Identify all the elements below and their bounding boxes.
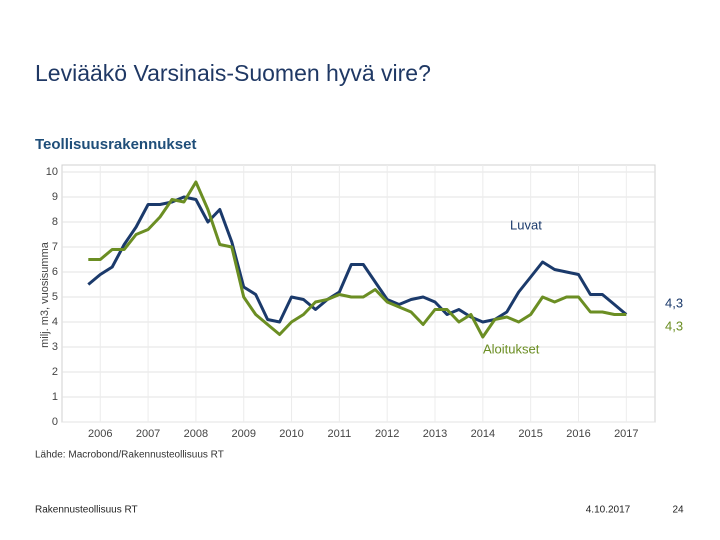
x-tick-label: 2014 (471, 428, 495, 440)
y-tick-label: 2 (52, 366, 58, 378)
end-label: 4,3 (665, 295, 683, 310)
x-tick-label: 2010 (279, 428, 303, 440)
page-number: 24 (672, 505, 684, 516)
y-tick-label: 10 (46, 166, 58, 178)
x-tick-label: 2008 (184, 428, 208, 440)
y-tick-label: 5 (52, 291, 58, 303)
source: Lähde: Macrobond/Rakennusteollisuus RT (35, 450, 224, 461)
x-tick-label: 2012 (375, 428, 399, 440)
footer-left: Rakennusteollisuus RT (35, 505, 138, 516)
series-line (88, 180, 627, 339)
x-tick-label: 2009 (231, 428, 255, 440)
y-tick-label: 0 (52, 416, 58, 428)
y-tick-label: 9 (52, 191, 58, 203)
end-label: 4,3 (665, 318, 683, 333)
y-tick-label: 7 (52, 241, 58, 253)
y-tick-label: 8 (52, 216, 58, 228)
x-tick-label: 2006 (88, 428, 112, 440)
y-tick-label: 3 (52, 341, 58, 353)
x-tick-label: 2016 (566, 428, 590, 440)
y-axis-label: milj. m3, vuosisumma (39, 241, 51, 348)
chart-title: Teollisuusrakennukset (35, 136, 196, 153)
series-label: Luvat (510, 217, 542, 232)
x-tick-label: 2007 (136, 428, 160, 440)
series-line (87, 195, 628, 324)
x-tick-label: 2013 (423, 428, 447, 440)
x-tick-label: 2017 (614, 428, 638, 440)
slide-title: Leviääkö Varsinais-Suomen hyvä vire? (35, 60, 431, 86)
x-tick-label: 2015 (518, 428, 542, 440)
footer-date: 4.10.2017 (586, 505, 631, 516)
y-tick-label: 4 (52, 316, 58, 328)
y-tick-label: 6 (52, 266, 58, 278)
series-label: Aloitukset (483, 341, 540, 356)
x-tick-label: 2011 (328, 428, 352, 440)
y-tick-label: 1 (52, 391, 58, 403)
